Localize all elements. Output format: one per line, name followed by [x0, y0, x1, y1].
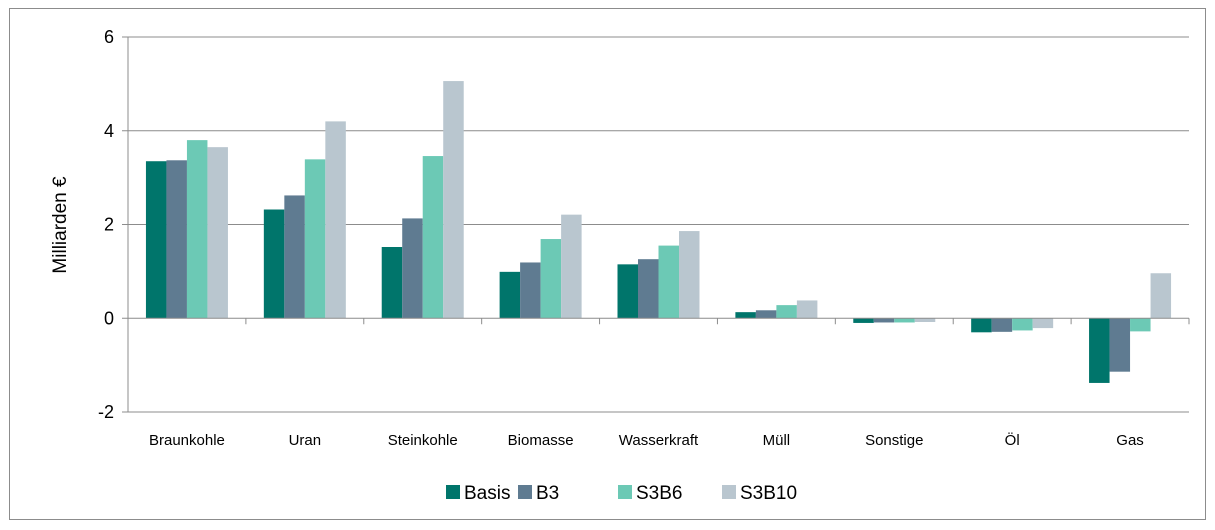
y-axis-label: Milliarden € — [50, 176, 71, 274]
bar — [540, 239, 562, 319]
legend-label: Basis — [464, 483, 510, 504]
bar — [499, 271, 521, 319]
bar — [658, 245, 679, 319]
bar — [1130, 318, 1151, 332]
bar — [284, 195, 305, 319]
bar — [991, 318, 1013, 332]
bar — [735, 312, 756, 319]
category-label: Wasserkraft — [619, 432, 699, 449]
y-tick-label: 6 — [104, 27, 114, 47]
bar — [402, 218, 423, 319]
bar — [796, 300, 818, 319]
category-label: Sonstige — [865, 432, 923, 449]
axes — [127, 37, 1190, 412]
legend-swatch — [518, 485, 532, 499]
bar — [853, 318, 874, 323]
y-tick-labels: -2 0 2 4 6 — [98, 27, 114, 422]
bar — [1089, 318, 1110, 383]
gridlines — [122, 36, 1189, 413]
category-label: Öl — [1005, 431, 1020, 449]
legend-swatch — [446, 485, 460, 499]
bar — [776, 305, 797, 319]
category-label: Uran — [289, 432, 322, 449]
bar — [638, 259, 659, 319]
category-label: Müll — [763, 432, 791, 449]
bar — [561, 214, 582, 319]
y-tick-label: 0 — [104, 308, 114, 328]
bar — [186, 140, 208, 319]
legend-label: B3 — [536, 483, 559, 504]
bar — [617, 264, 638, 319]
bar — [755, 310, 777, 319]
bar — [520, 262, 541, 319]
bar — [207, 147, 228, 319]
bar — [443, 81, 464, 319]
category-labels: Braunkohle Uran Steinkohle Biomasse Wasserkr… — [149, 431, 1144, 449]
bar — [894, 318, 915, 323]
legend-swatch — [722, 485, 736, 499]
category-label: Biomasse — [508, 432, 574, 449]
category-label: Gas — [1116, 432, 1144, 449]
bar — [1012, 318, 1033, 331]
bar — [145, 161, 167, 319]
bar — [873, 318, 895, 323]
bar — [1150, 273, 1172, 319]
bar — [1032, 318, 1054, 329]
category-label: Steinkohle — [388, 432, 458, 449]
bar — [1109, 318, 1131, 372]
bar — [679, 231, 700, 319]
bar — [971, 318, 992, 333]
y-tick-label: 4 — [104, 121, 114, 141]
bar — [166, 160, 187, 319]
y-tick-label: 2 — [104, 215, 114, 235]
bar — [325, 121, 346, 319]
y-tick-label: -2 — [98, 402, 114, 422]
bar — [263, 209, 285, 319]
legend-swatch — [618, 485, 632, 499]
legend: Basis B3 S3B6 S3B10 — [446, 483, 797, 504]
bar — [914, 318, 936, 322]
category-label: Braunkohle — [149, 432, 225, 449]
bar — [304, 159, 326, 319]
bar — [381, 247, 403, 319]
bar — [422, 156, 444, 319]
legend-label: S3B6 — [636, 483, 682, 504]
legend-label: S3B10 — [740, 483, 797, 504]
bars — [145, 81, 1172, 383]
